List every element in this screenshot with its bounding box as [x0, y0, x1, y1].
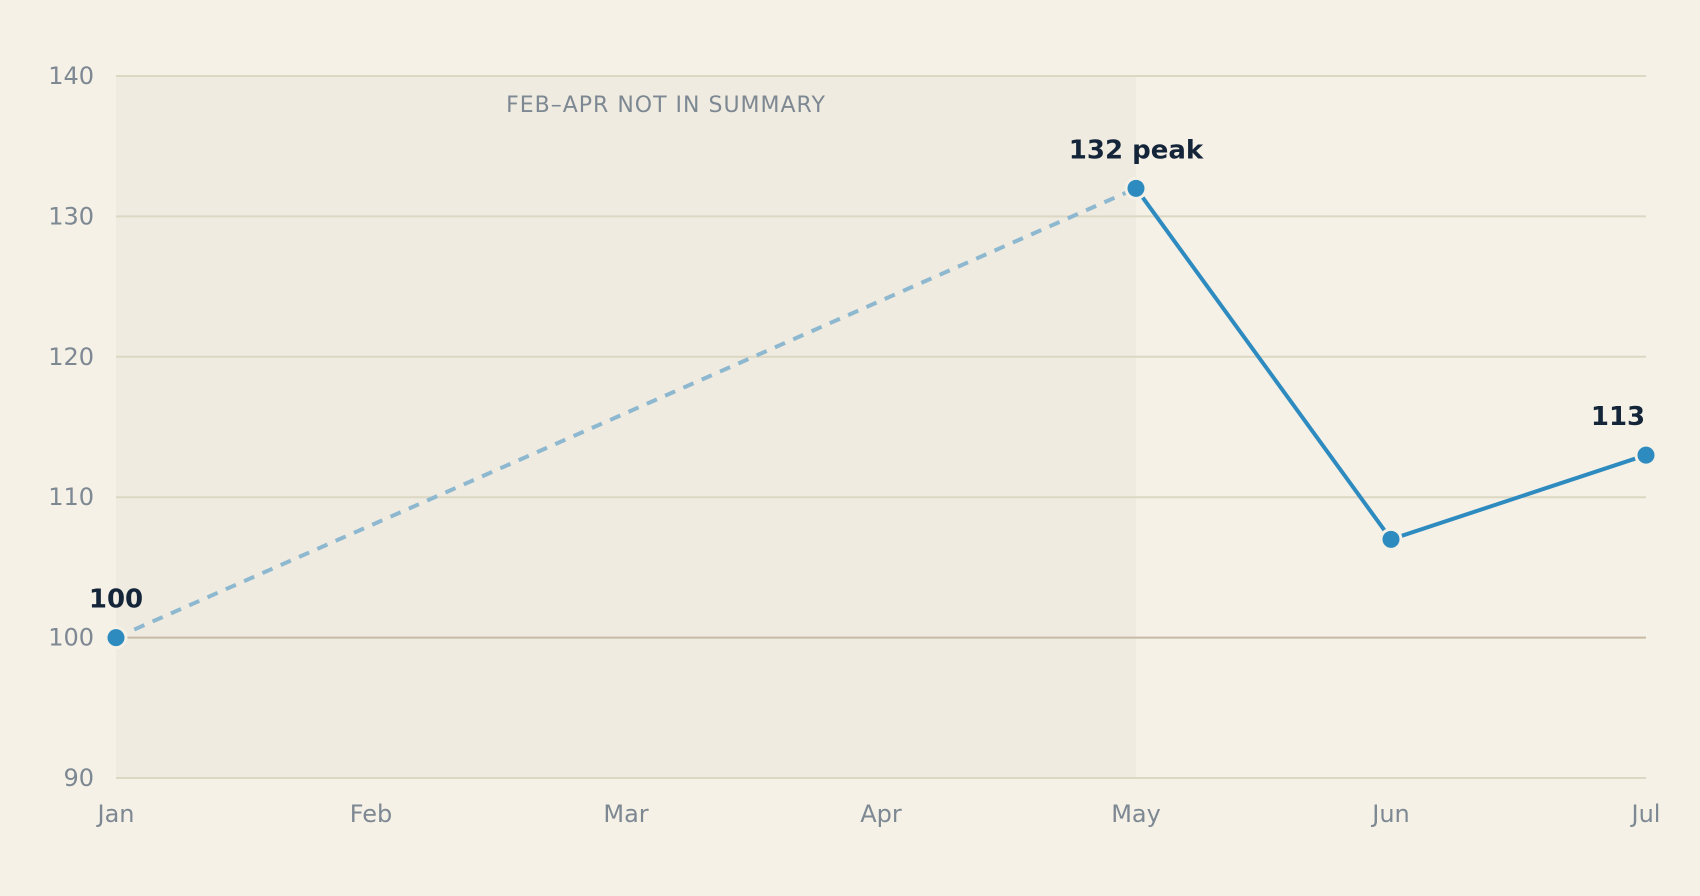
x-tick-label: Jan — [96, 800, 135, 828]
shaded-region-label: FEB–APR NOT IN SUMMARY — [506, 93, 826, 118]
dashed-gap-line — [115, 186, 1137, 640]
y-tick-label: 100 — [48, 624, 94, 652]
data-point — [104, 626, 128, 650]
x-tick-label: Apr — [860, 800, 902, 828]
data-point — [1379, 527, 1403, 551]
data-label: 113 — [1591, 402, 1645, 432]
y-tick-label: 130 — [48, 202, 94, 230]
y-tick-label: 110 — [48, 483, 94, 511]
x-tick-label: Jul — [1630, 800, 1661, 828]
y-tick-label: 140 — [48, 62, 94, 90]
x-tick-label: Feb — [350, 800, 393, 828]
series-line-segment — [1134, 186, 1393, 542]
data-point — [1634, 443, 1658, 467]
x-tick-label: Jun — [1370, 800, 1410, 828]
y-tick-label: 120 — [48, 343, 94, 371]
data-label: 100 — [89, 585, 143, 615]
data-label: 132 peak — [1069, 135, 1204, 165]
data-point — [1124, 176, 1148, 200]
shaded-region — [116, 76, 1136, 778]
x-tick-label: May — [1111, 800, 1161, 828]
series-line-segment — [1389, 453, 1648, 542]
y-tick-label: 90 — [63, 764, 94, 792]
x-tick-label: Mar — [603, 800, 648, 828]
